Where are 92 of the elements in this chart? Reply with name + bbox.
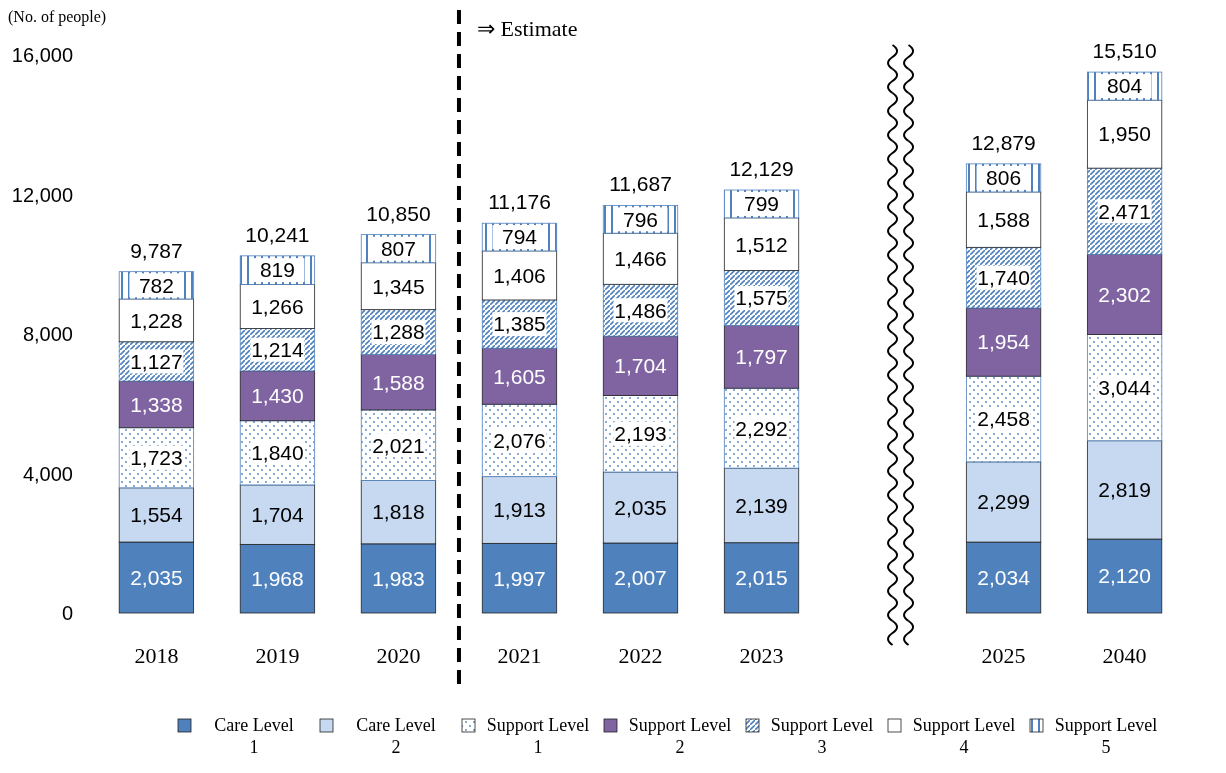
data-label: 1,338 [130,392,183,416]
total-label: 9,787 [130,238,183,262]
x-tick-label: 2023 [739,643,784,668]
legend-label: Care Level 1 [214,715,294,757]
data-label: 1,512 [735,232,788,256]
data-label: 1,913 [493,498,546,522]
y-tick-label: 8,000 [22,323,73,345]
data-label: 2,021 [372,433,425,457]
data-label: 1,983 [372,566,425,590]
data-label: 804 [1107,74,1143,98]
data-label: 1,704 [251,503,305,526]
data-label: 2,471 [1098,199,1151,223]
data-label: 1,266 [251,294,304,318]
data-label: 1,740 [977,266,1030,290]
x-tick-label: 2020 [376,643,421,668]
y-axis-title: (No. of people) [8,8,107,26]
data-label: 782 [138,273,174,297]
bar [602,335,679,396]
data-label: 1,818 [372,500,425,524]
data-label: 2,193 [614,422,667,446]
data-label: 1,954 [977,330,1031,354]
bar [481,347,558,405]
total-label: 11,176 [488,190,551,214]
total-label: 12,129 [729,157,794,180]
legend-label: Support Level 4 [912,715,1016,757]
data-label: 1,575 [735,286,788,310]
x-tick-label: 2019 [255,643,300,668]
data-label: 1,345 [372,274,425,298]
legend-label: Support Level 2 [628,715,732,757]
x-tick-label: 2025 [981,643,1026,668]
bar [360,354,437,411]
data-label: 1,466 [614,247,667,271]
data-label: 1,554 [130,503,184,527]
y-tick-label: 12,000 [11,183,73,206]
y-tick-label: 16,000 [11,44,73,66]
legend-label: Care Level 2 [356,715,436,757]
data-label: 2,302 [1098,282,1151,306]
data-label: 1,214 [251,338,305,362]
data-label: 2,007 [614,566,667,590]
data-label: 1,288 [372,320,425,344]
data-label: 1,704 [614,354,668,378]
data-label: 1,605 [493,364,546,388]
data-label: 2,120 [1098,564,1151,588]
y-tick-label: 4,000 [22,462,73,485]
data-label: 807 [380,237,416,261]
data-label: 794 [501,225,538,249]
data-label: 1,950 [1098,122,1151,146]
total-label: 10,850 [366,201,431,225]
total-label: 11,687 [609,172,672,196]
bar [965,307,1042,377]
data-label: 819 [259,258,295,282]
data-label: 2,458 [977,407,1030,431]
bar [723,325,800,389]
legend-label: Support Level 1 [486,715,590,757]
data-label: 1,486 [614,298,667,322]
data-label: 1,588 [372,370,425,394]
data-label: 1,968 [251,567,304,591]
data-label: 2,035 [130,565,183,589]
data-label: 799 [744,192,780,216]
data-label: 2,035 [614,495,667,519]
x-tick-label: 2040 [1102,643,1147,668]
data-label: 1,588 [977,207,1030,231]
data-label: 1,228 [130,308,183,332]
total-label: 15,510 [1092,39,1157,63]
data-label: 2,034 [977,565,1031,589]
data-label: 2,076 [493,428,546,452]
data-label: 806 [986,166,1022,190]
x-tick-label: 2018 [134,643,179,668]
x-tick-label: 2021 [497,643,542,668]
legend-label: Support Level 5 [1054,715,1158,757]
data-label: 1,406 [493,263,546,287]
text: ⇒ Estimate [476,16,578,41]
data-label: 1,723 [130,446,183,470]
data-label: 2,292 [735,416,788,440]
data-label: 1,840 [251,441,304,465]
data-label: 1,385 [493,312,546,336]
total-label: 12,879 [971,130,1036,154]
legend-label: Support Level 3 [770,715,874,757]
data-label: 2,819 [1098,478,1151,502]
x-tick-label: 2022 [618,643,663,668]
bar [1086,253,1163,335]
total-label: 10,241 [245,222,310,246]
data-label: 2,299 [977,490,1030,514]
data-label: 3,044 [1098,376,1152,400]
data-label: 2,015 [735,566,788,590]
data-label: 1,127 [130,349,183,373]
data-label: 796 [622,207,659,231]
data-label: 1,997 [493,566,546,590]
y-tick-label: 0 [61,602,73,624]
data-label: 1,797 [735,345,788,369]
data-label: 1,430 [251,384,304,408]
data-label: 2,139 [735,493,788,517]
